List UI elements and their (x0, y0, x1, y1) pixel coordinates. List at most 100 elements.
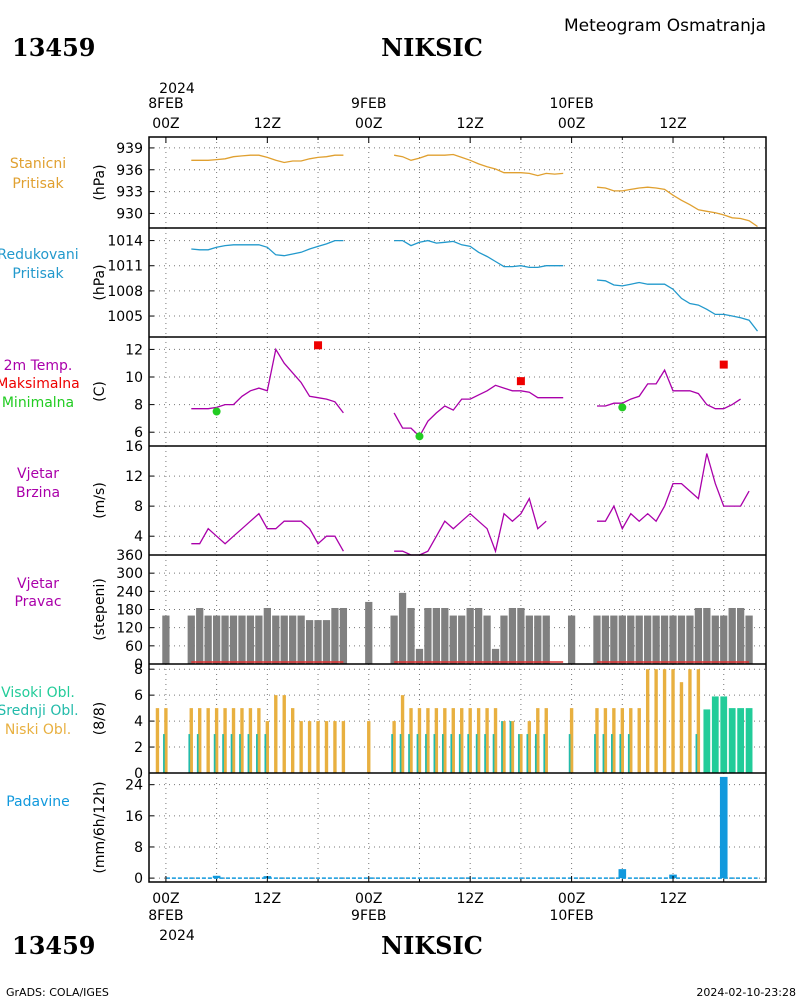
low-cloud-bar (671, 669, 675, 773)
y-tick-label: 6 (134, 688, 143, 704)
wind-dir-bar (686, 615, 694, 664)
wind-dir-bar (238, 615, 246, 664)
panels: Stanicni Pritisak (hPa) 930 933 936 939 Redukov… (0, 136, 767, 887)
bottom-tick-label: 12Z (254, 891, 281, 907)
wind-dir-bar (407, 607, 415, 664)
tmin-marker (415, 432, 424, 441)
wind-dir-bar (610, 615, 618, 664)
station-name-top: NIKSIC (381, 33, 483, 62)
mid-cloud-bar (509, 721, 512, 773)
low-cloud-bar (257, 708, 261, 773)
y-tick-label: 1008 (107, 284, 143, 300)
wind-dir-bar (424, 607, 432, 664)
low-cloud-bar (603, 708, 608, 773)
wind-dir-bar (441, 607, 449, 664)
mid-cloud-bar (619, 734, 622, 773)
low-cloud-bar (367, 721, 371, 773)
wind-dir-bar (627, 615, 635, 664)
high-cloud-bar (703, 709, 711, 773)
low-cloud-bar (198, 708, 202, 773)
mid-cloud-bar (475, 734, 478, 773)
low-cloud-bar (460, 708, 464, 773)
top-tick-label: 00Z (558, 116, 585, 132)
panel-label: Pritisak (12, 176, 64, 192)
high-cloud-bar (728, 708, 736, 773)
mid-cloud-bar (492, 734, 495, 773)
wind-dir-bar (508, 607, 517, 664)
mid-cloud-bar (391, 734, 393, 773)
y-tick-label: 12 (125, 469, 143, 485)
low-cloud-bar (307, 721, 312, 773)
station-id-top: 13459 (12, 33, 96, 62)
bottom-tick-label: 00Z (558, 891, 585, 907)
top-tick-label: 00Z (355, 116, 382, 132)
wind-dir-bar (711, 615, 719, 664)
y-tick-label: 4 (134, 714, 143, 730)
tmin-marker (618, 403, 627, 412)
wind-dir-bar (652, 615, 660, 664)
y-tick-label: 2 (134, 740, 143, 756)
panel-unit: (hPa) (92, 164, 108, 200)
low-cloud-bar (679, 682, 684, 773)
bottom-day-label: 8FEB (148, 908, 183, 924)
mid-cloud-bar (230, 734, 233, 773)
mid-cloud-bar (433, 734, 436, 773)
mid-cloud-bar (526, 734, 529, 773)
low-cloud-bar (206, 708, 210, 773)
wind-dir-bar (500, 615, 508, 664)
low-cloud-bar (274, 695, 278, 773)
station-id-bottom: 13459 (12, 931, 96, 960)
low-cloud-bar (443, 708, 447, 773)
low-cloud-bar (510, 721, 515, 773)
wind-dir-bar (466, 607, 474, 664)
tmin-marker (212, 407, 221, 416)
wind-dir-bar (255, 615, 263, 664)
y-tick-label: 939 (116, 141, 143, 157)
low-cloud-bar (645, 669, 650, 773)
y-tick-label: 24 (125, 778, 143, 794)
y-tick-label: 10 (125, 370, 143, 386)
wind-dir-bar (390, 615, 398, 664)
high-cloud-bar (745, 708, 753, 773)
wind-dir-bar (694, 607, 703, 664)
wind-dir-bar (483, 615, 491, 664)
mid-cloud-bar (501, 721, 503, 773)
low-cloud-bar (654, 669, 658, 773)
mid-cloud-bar (627, 734, 630, 773)
y-tick-label: 240 (116, 584, 143, 600)
wind-dir-bar (720, 615, 728, 664)
low-cloud-bar (155, 708, 160, 773)
station-name-bottom: NIKSIC (381, 931, 483, 960)
top-tick-label: 12Z (456, 116, 483, 132)
low-cloud-bar (316, 721, 320, 773)
tmax-marker (516, 377, 525, 386)
panel-label: Vjetar (17, 466, 59, 482)
top-day-label: 8FEB (148, 96, 183, 112)
y-tick-label: 8 (134, 499, 143, 515)
low-cloud-bar (468, 708, 472, 773)
bottom-day-label: 10FEB (549, 908, 593, 924)
product-title: Meteogram Osmatranja (564, 16, 766, 36)
low-cloud-bar (265, 721, 270, 773)
wind-dir-bar (601, 615, 610, 664)
low-cloud-bar (595, 708, 599, 773)
mid-cloud-bar (543, 734, 546, 773)
mid-cloud-bar (196, 734, 199, 773)
low-cloud-bar (476, 708, 481, 773)
low-cloud-bar (290, 708, 295, 773)
mid-cloud-bar (611, 734, 613, 773)
y-tick-label: 0 (134, 871, 143, 887)
bottom-tick-label: 00Z (152, 891, 179, 907)
y-tick-label: 360 (116, 548, 143, 564)
mid-cloud-bar (256, 734, 258, 773)
tmax-marker (719, 360, 728, 369)
low-cloud-bar (248, 708, 253, 773)
panel-label: Redukovani (0, 247, 79, 263)
low-cloud-bar (409, 708, 413, 773)
mid-cloud-bar (213, 734, 216, 773)
panel-label: Maksimalna (0, 376, 80, 392)
y-tick-label: 8 (134, 398, 143, 414)
wind-dir-bar (331, 607, 339, 664)
